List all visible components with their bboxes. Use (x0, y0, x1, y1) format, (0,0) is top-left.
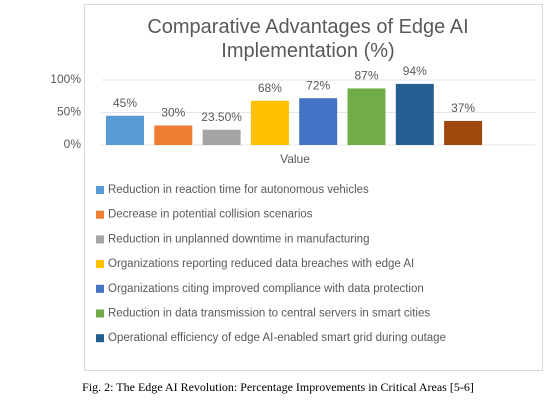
bar (395, 83, 434, 145)
legend-swatch (96, 284, 104, 293)
caption: Fig. 2: The Edge AI Revolution: Percenta… (82, 380, 474, 394)
bar (106, 115, 144, 145)
legend-label: Reduction in unplanned downtime in manuf… (108, 233, 369, 245)
value-label: 68% (258, 81, 282, 95)
y-tick-label: 50% (57, 105, 81, 119)
value-label: 30% (161, 106, 185, 120)
y-tick-label: 0% (64, 137, 82, 151)
legend-label: Decrease in potential collision scenario… (108, 209, 313, 221)
y-tick-label: 100% (50, 72, 81, 86)
legend-label: Reduction in data transmission to centra… (108, 308, 430, 320)
legend-label: Organizations citing improved compliance… (108, 283, 424, 295)
bar (250, 100, 289, 145)
legend-label: Operational efficiency of edge AI-enable… (108, 332, 446, 344)
value-label: 45% (113, 96, 137, 110)
x-axis-label: Value (280, 152, 310, 166)
legend-label: Reduction in reaction time for autonomou… (108, 184, 369, 196)
bar (154, 125, 193, 145)
bar (444, 120, 483, 145)
value-label: 37% (451, 101, 475, 115)
legend-swatch (96, 235, 104, 244)
value-label: 87% (354, 69, 378, 83)
legend-swatch (96, 334, 104, 343)
bar (202, 129, 241, 145)
legend-swatch (96, 210, 104, 219)
value-label: 94% (403, 64, 427, 78)
legend-swatch (96, 309, 104, 318)
chart-frame (84, 4, 543, 371)
bar (347, 88, 386, 145)
chart-title: Comparative Advantages of Edge AI Impleme… (147, 16, 468, 62)
legend-swatch (96, 260, 104, 269)
value-label: 23.50% (201, 110, 242, 124)
legend-label: Organizations reporting reduced data bre… (108, 258, 414, 270)
value-label: 72% (306, 78, 330, 92)
legend-swatch (96, 186, 104, 194)
bar (299, 98, 338, 145)
